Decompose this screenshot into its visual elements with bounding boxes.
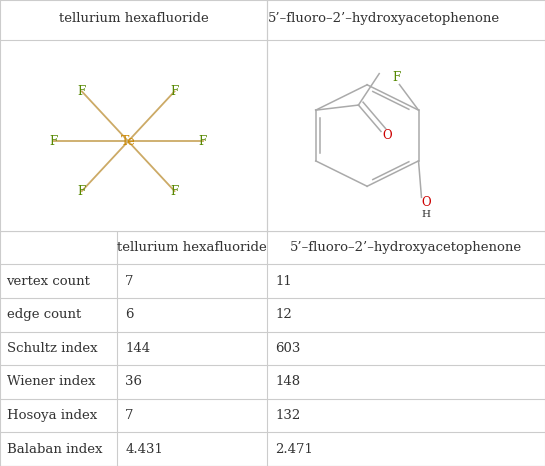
- Text: F: F: [392, 70, 401, 83]
- Text: O: O: [421, 196, 431, 209]
- Text: H: H: [421, 210, 431, 219]
- Text: 5’–fluoro–2’–hydroxyacetophenone: 5’–fluoro–2’–hydroxyacetophenone: [268, 12, 500, 25]
- Text: F: F: [171, 185, 179, 198]
- Text: 12: 12: [275, 308, 292, 321]
- Text: 11: 11: [275, 274, 292, 288]
- Text: Schultz index: Schultz index: [7, 342, 97, 355]
- Text: 36: 36: [125, 376, 142, 389]
- Text: F: F: [78, 85, 86, 98]
- Text: F: F: [199, 135, 207, 148]
- Text: tellurium hexafluoride: tellurium hexafluoride: [59, 12, 208, 25]
- Text: 5’–fluoro–2’–hydroxyacetophenone: 5’–fluoro–2’–hydroxyacetophenone: [290, 241, 522, 254]
- Text: 7: 7: [125, 409, 134, 422]
- Text: Te: Te: [121, 135, 136, 148]
- Text: Wiener index: Wiener index: [7, 376, 95, 389]
- Text: edge count: edge count: [7, 308, 81, 321]
- Text: O: O: [383, 129, 392, 142]
- Text: vertex count: vertex count: [7, 274, 90, 288]
- Text: F: F: [171, 85, 179, 98]
- Text: 6: 6: [125, 308, 134, 321]
- Text: Hosoya index: Hosoya index: [7, 409, 97, 422]
- Text: 603: 603: [275, 342, 301, 355]
- Text: 132: 132: [275, 409, 300, 422]
- Text: F: F: [78, 185, 86, 198]
- Text: 144: 144: [125, 342, 150, 355]
- Text: 4.431: 4.431: [125, 443, 163, 456]
- Text: F: F: [49, 135, 58, 148]
- Text: 2.471: 2.471: [275, 443, 313, 456]
- Text: 148: 148: [275, 376, 300, 389]
- Text: 7: 7: [125, 274, 134, 288]
- Text: tellurium hexafluoride: tellurium hexafluoride: [117, 241, 267, 254]
- Text: Balaban index: Balaban index: [7, 443, 102, 456]
